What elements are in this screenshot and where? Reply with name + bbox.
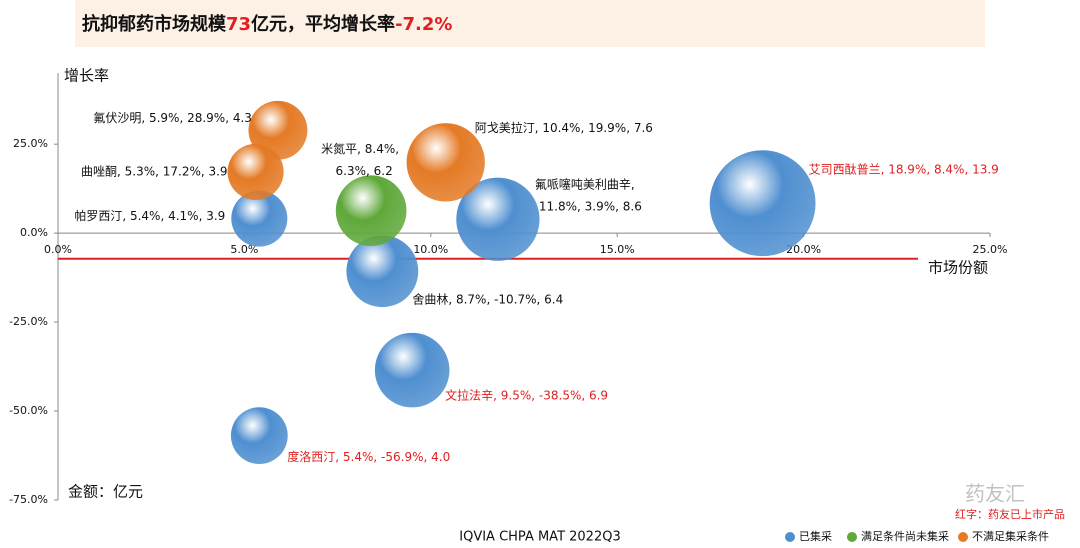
legend-label: 满足条件尚未集采 [861, 529, 949, 543]
data-label: 曲唑酮, 5.3%, 17.2%, 3.9 [81, 164, 228, 178]
bubble [709, 150, 816, 257]
chart-title: 抗抑郁药市场规模73亿元，平均增长率-7.2% [82, 13, 452, 35]
data-label: 帕罗西汀, 5.4%, 4.1%, 3.9 [74, 208, 225, 223]
bubble [374, 332, 450, 408]
x-axis-label: 市场份额 [928, 259, 988, 277]
data-label: 氟哌噻吨美利曲辛, [535, 177, 635, 192]
legend-label: 已集采 [799, 529, 832, 543]
y-tick-label: 25.0% [13, 137, 48, 150]
y-tick-label: -25.0% [9, 315, 48, 328]
legend-marker [785, 532, 795, 542]
title-part: -7.2% [395, 14, 452, 35]
legend-label: 不满足集采条件 [972, 529, 1049, 543]
x-tick-label: 15.0% [600, 243, 635, 256]
data-label: 度洛西汀, 5.4%, -56.9%, 4.0 [287, 449, 450, 464]
y-tick-label: 0.0% [20, 226, 48, 239]
bubble [456, 177, 540, 261]
title-part: 抗抑郁药市场规模 [82, 13, 227, 35]
data-label: 11.8%, 3.9%, 8.6 [539, 200, 642, 214]
bubble [406, 123, 485, 202]
y-tick-label: -75.0% [9, 493, 48, 506]
x-tick-label: 10.0% [413, 243, 448, 256]
y-tick-label: -50.0% [9, 404, 48, 417]
x-tick-label: 5.0% [230, 243, 258, 256]
watermark: 药友汇 [965, 482, 1025, 506]
x-tick-label: 20.0% [786, 243, 821, 256]
legend-marker [847, 532, 857, 542]
data-label: 阿戈美拉汀, 10.4%, 19.9%, 7.6 [475, 120, 653, 135]
bubble [227, 143, 284, 200]
bubble [230, 407, 288, 464]
highlight-note: 红字：药友已上市产品 [955, 507, 1065, 521]
unit-note: 金额：亿元 [68, 483, 143, 501]
x-tick-label: 0.0% [44, 243, 72, 256]
bubble [231, 190, 288, 247]
y-axis-label: 增长率 [64, 67, 109, 85]
source: IQVIA CHPA MAT 2022Q3 [459, 530, 620, 545]
x-tick-label: 25.0% [973, 243, 1008, 256]
data-label: 6.3%, 6.2 [336, 164, 393, 178]
title-part: 亿元，平均增长率 [251, 13, 395, 35]
bubble [346, 235, 419, 308]
data-label: 舍曲林, 8.7%, -10.7%, 6.4 [412, 292, 563, 307]
data-label: 氟伏沙明, 5.9%, 28.9%, 4.3 [93, 111, 252, 125]
data-label: 米氮平, 8.4%, [321, 141, 399, 156]
bubble [335, 175, 407, 247]
legend-marker [958, 532, 968, 542]
title-box [75, 0, 985, 47]
data-label: 艾司西酞普兰, 18.9%, 8.4%, 13.9 [809, 162, 999, 177]
title-part: 73 [226, 14, 251, 35]
data-label: 文拉法辛, 9.5%, -38.5%, 6.9 [445, 388, 608, 403]
